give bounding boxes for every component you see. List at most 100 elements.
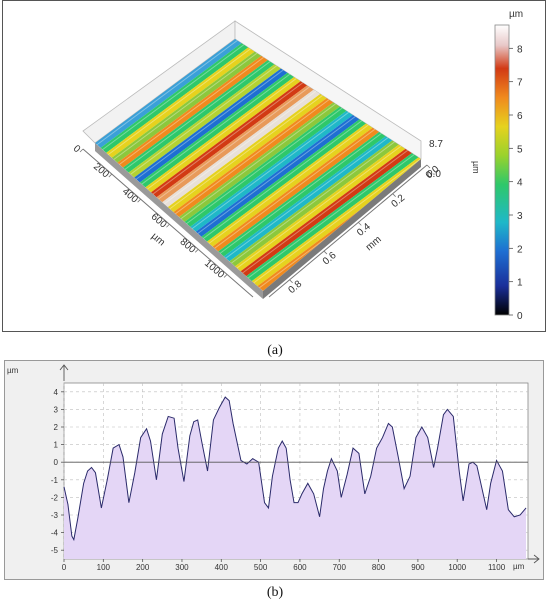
surface-ridge-highlight <box>141 58 311 185</box>
mm-tick-mark <box>392 193 396 197</box>
um-tick-mark <box>223 274 228 278</box>
um-tick-label: 200 <box>91 161 111 180</box>
colorbar-tick-label: 1 <box>517 278 523 289</box>
colorbar-tick-label: 2 <box>517 244 523 255</box>
y-tick-label: -4 <box>51 529 59 538</box>
x-tick-label: 1000 <box>448 563 466 572</box>
y-tick-label: 0 <box>54 458 59 467</box>
surface-stripe <box>123 42 297 173</box>
surface-stripe <box>218 126 392 257</box>
surface-ridge-highlight <box>130 49 299 175</box>
surface-ridge-highlight <box>119 39 288 165</box>
surface-stripe <box>229 136 403 267</box>
x-axis-unit: µm <box>513 562 525 571</box>
figure-a-label: (a) <box>267 343 283 358</box>
figure-b-panel: -5 -4 -3 -2 -1 0 1 2 3 4 0 100 200 300 400 500 600 700 80… <box>4 360 544 580</box>
surface-stripe <box>151 67 325 198</box>
x-tick-label: 1100 <box>488 563 506 572</box>
mm-tick-mark <box>426 164 431 169</box>
surface-stripe <box>162 77 336 208</box>
x-tick-label: 600 <box>293 563 307 572</box>
surface-stripe <box>190 102 364 232</box>
surface-ridge-highlight <box>124 44 294 170</box>
x-tick-label: 0 <box>62 563 67 572</box>
x-tick-label: 500 <box>254 563 268 572</box>
y-tick-label: -2 <box>51 493 59 502</box>
surface-ridge-highlight <box>113 39 283 160</box>
mm-tick-label: 0.4 <box>355 221 373 239</box>
y-tick-label: 1 <box>54 441 59 450</box>
surface-ridge-highlight <box>175 88 344 215</box>
surface-ridge-highlight <box>186 98 355 225</box>
surface-stripe <box>139 57 314 188</box>
y-tick-label: -1 <box>51 476 59 485</box>
surface-ridge-highlight <box>236 142 406 269</box>
mm-tick-mark <box>358 222 362 226</box>
x-tick-label: 900 <box>411 563 425 572</box>
colorbar-tick-label: 4 <box>517 178 523 189</box>
colorbar <box>494 24 510 316</box>
colorbar-tick-label: 3 <box>517 211 523 222</box>
surface-stripe <box>235 141 409 272</box>
surface-front-edge <box>95 143 263 299</box>
mm-tick-label: 0.2 <box>390 192 408 210</box>
um-axis-line <box>82 148 254 298</box>
surface-ridge-highlight <box>225 132 395 259</box>
x-axis-ticks: 0 100 200 300 400 500 600 700 800 900 1000 1100 <box>62 559 506 572</box>
surface-ridge-highlight <box>107 39 277 155</box>
colorbar-tick-label: 8 <box>517 44 523 55</box>
colorbar-ticks: 0 1 2 3 4 5 6 7 8 <box>509 44 523 322</box>
x-tick-label: 400 <box>215 563 229 572</box>
um-tick-label: 400 <box>120 186 140 205</box>
surface-stripe <box>179 92 353 222</box>
figure-b-label: (b) <box>266 585 284 600</box>
um-tick-label: 0 <box>71 143 83 155</box>
surface-ridge-highlight <box>152 68 322 195</box>
surface-stripe <box>173 87 347 218</box>
surface-ridge-highlight <box>180 93 350 220</box>
mm-tick-mark <box>289 279 293 284</box>
surface-stripe <box>184 97 359 227</box>
x-tick-label: 300 <box>175 563 189 572</box>
surface-stripe <box>251 156 421 287</box>
surface-stripe <box>207 116 381 247</box>
colorbar-tick-label: 0 <box>517 311 523 322</box>
surface-stripe <box>145 62 319 193</box>
surface-stripe <box>240 146 415 277</box>
surface-stripe <box>223 131 398 262</box>
surface-stripe <box>201 111 375 242</box>
um-tick-mark <box>137 198 141 203</box>
colorbar-tick-label: 6 <box>517 111 523 122</box>
surface-stripe <box>111 39 286 163</box>
surface-stripe <box>167 82 342 213</box>
x-tick-label: 800 <box>372 563 386 572</box>
x-tick-label: 700 <box>333 563 347 572</box>
surface-ridge-highlight <box>219 128 389 254</box>
surface-stripe <box>156 72 331 203</box>
z-tick-bottom: 0.0 <box>427 169 441 180</box>
y-axis-unit: µm <box>7 366 19 375</box>
mm-tick-label: 0.6 <box>321 250 339 268</box>
surface-stripe <box>246 151 420 282</box>
z-side-unit: µm <box>471 161 481 174</box>
x-tick-label: 100 <box>97 563 111 572</box>
surface-ridge-highlight <box>96 39 266 146</box>
surface-ridge-highlight <box>231 137 400 264</box>
profile-chart-svg: -5 -4 -3 -2 -1 0 1 2 3 4 0 100 200 300 400 500 600 700 80… <box>7 364 540 572</box>
um-tick-mark <box>108 173 113 178</box>
surface-stripe <box>212 121 387 252</box>
surface-ridge-highlight <box>191 103 361 229</box>
um-tick-label: 800 <box>178 236 198 255</box>
colorbar-tick-label: 7 <box>517 78 523 89</box>
y-tick-label: -3 <box>51 511 59 520</box>
colorbar-tick-label: 5 <box>517 144 523 155</box>
surface-ridge-highlight <box>102 39 271 151</box>
figure-a-panel: 0 200 400 600 800 1000 0.0 0.2 0.4 0.6 0.8 µm mm … <box>2 0 546 332</box>
surface-stripes <box>95 39 421 291</box>
x-axis-arrow <box>528 554 540 564</box>
surface-ridge-highlight <box>169 83 339 210</box>
surface-ridge-highlight <box>135 54 305 180</box>
y-tick-label: 4 <box>54 388 59 397</box>
y-tick-label: 2 <box>54 423 59 432</box>
surface-stripe <box>195 107 370 237</box>
